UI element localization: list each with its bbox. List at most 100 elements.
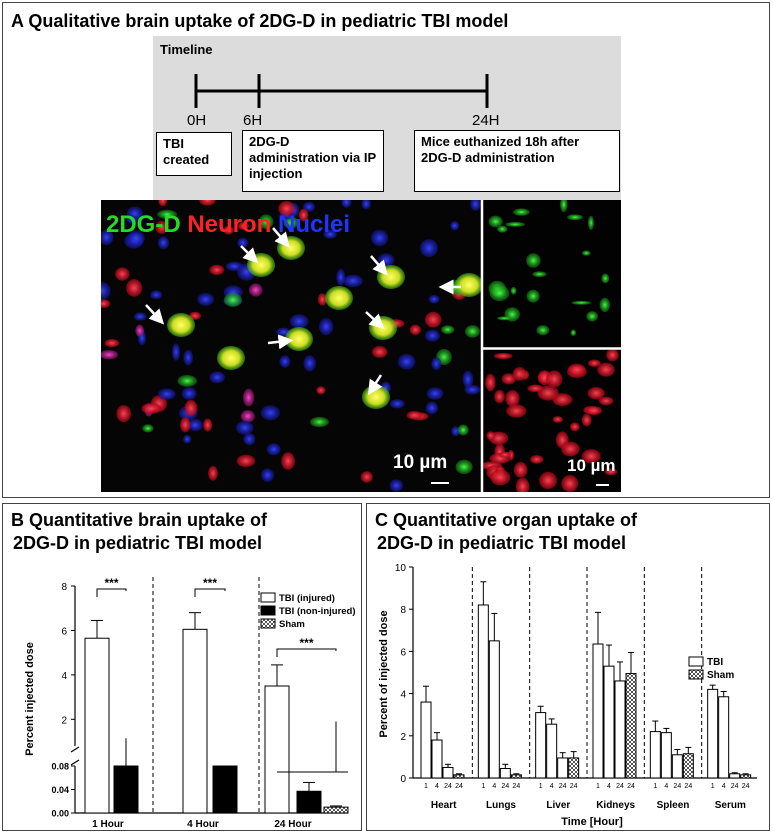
micrograph-cell (199, 200, 216, 206)
colocalized-cell (277, 236, 305, 260)
micrograph-cell (302, 201, 316, 212)
micrograph-cell (223, 225, 234, 235)
red-channel-cell (493, 352, 513, 360)
red-channel-cell (513, 461, 528, 478)
bar (84, 637, 110, 814)
bar (212, 765, 238, 814)
red-channel-cell (506, 404, 527, 418)
micrograph-cell (243, 433, 256, 446)
micrograph-cell (208, 465, 218, 481)
micrograph-cell (431, 357, 442, 371)
red-channel-cell (567, 363, 586, 376)
bar (557, 757, 569, 779)
bar (660, 732, 672, 779)
x-tick-label: 24 (570, 783, 578, 790)
micrograph-cell (426, 387, 444, 400)
micrograph-cell (323, 229, 337, 239)
green-channel-cell (601, 273, 610, 284)
significance-label: *** (299, 636, 313, 650)
bar (323, 806, 349, 814)
bar (510, 774, 522, 779)
panel-c: C Quantitative organ uptake of 2DG-D in … (366, 503, 770, 831)
label-2dgd: 2DG-D (106, 211, 181, 238)
micrograph-cell (316, 386, 326, 395)
green-channel-cell (489, 285, 510, 302)
legend-swatch (260, 592, 276, 603)
bar (614, 680, 626, 779)
micrograph-cell (397, 353, 416, 370)
legend-label: TBI (707, 657, 723, 668)
x-tick-label: 24 (512, 783, 520, 790)
red-channel-cell (561, 475, 579, 492)
timeline-tick-6h: 6H (243, 112, 263, 129)
panel-c-title-line2: 2DG-D in pediatric TBI model (377, 533, 627, 553)
micrograph-cell (101, 299, 111, 308)
micrograph-cell (317, 293, 327, 306)
micrograph-cell (243, 388, 255, 407)
micrograph-cell (142, 424, 154, 433)
micrograph-cell (240, 410, 255, 423)
bar (740, 774, 752, 779)
micrograph-cell (361, 200, 371, 210)
x-tick-label: 1 (596, 783, 600, 790)
legend-label: TBI (non-injured) (279, 606, 356, 617)
green-channel-cell (599, 297, 610, 313)
micrograph-cell (283, 216, 299, 229)
x-tick-label: 24 (559, 783, 567, 790)
brain-uptake-chart: 2 4 6 8 0.00 0.04 0.08 Percent injected dose 1 H… (24, 576, 356, 829)
red-channel-cell (588, 359, 601, 367)
x-tick-label: 24 (444, 783, 452, 790)
timeline-axis (194, 74, 489, 108)
micrograph-cell (441, 325, 455, 334)
x-tick-label: 4 (722, 783, 726, 790)
y-tick-label: 4 (61, 671, 67, 682)
green-channel-cell (536, 325, 550, 336)
micrograph-cell (180, 417, 191, 433)
green-channel-cell (588, 215, 594, 230)
red-channel-cell (587, 387, 605, 400)
red-channel-cell (499, 451, 512, 458)
bar (568, 757, 580, 779)
micrograph-cell (260, 405, 280, 421)
micrograph-cell (424, 329, 441, 342)
red-channel-cell (598, 396, 614, 406)
bar (707, 688, 719, 779)
micrograph-cell (150, 290, 163, 300)
legend-swatch (260, 618, 276, 629)
axis-break-mark (70, 759, 80, 766)
micrograph-cell (155, 220, 168, 234)
bar (499, 768, 511, 779)
micrograph-cell (343, 274, 363, 288)
micrograph-cell (236, 420, 254, 435)
micrograph-cell (203, 418, 213, 432)
red-channel-cell (606, 348, 619, 362)
micrograph-cell (455, 459, 473, 475)
y-axis-label: Percent of injected dose (378, 610, 390, 737)
micrograph-cell (183, 349, 194, 366)
micrograph-cell (101, 350, 118, 360)
micrograph-cell (104, 339, 120, 348)
micrograph-channel-labels: 2DG-D Neuron Nuclei (106, 211, 350, 239)
colocalized-cell (455, 273, 483, 297)
red-channel-cell (539, 471, 557, 489)
micrograph-cell (224, 292, 242, 307)
timeline-heading: Timeline (160, 42, 213, 57)
micrograph-cell (126, 279, 143, 297)
y-tick-label: 4 (400, 690, 406, 701)
colocalized-cell (285, 327, 313, 351)
red-channel-cell (561, 441, 580, 457)
x-tick-label: 1 (653, 783, 657, 790)
green-channel-cell (582, 250, 591, 256)
red-channel-cell (581, 449, 601, 464)
micrograph-cell (451, 426, 461, 437)
bar (477, 604, 489, 779)
micrograph-cell (298, 208, 309, 222)
y-tick-label: 0.08 (51, 762, 69, 772)
micrograph-cell (238, 222, 250, 231)
x-tick-label: 24 (455, 783, 463, 790)
y-tick-label: 2 (61, 715, 67, 726)
red-channel-cell (586, 406, 603, 416)
significance-bracket (194, 588, 226, 597)
significance-label: *** (203, 576, 217, 590)
red-channel-cell (486, 431, 495, 441)
